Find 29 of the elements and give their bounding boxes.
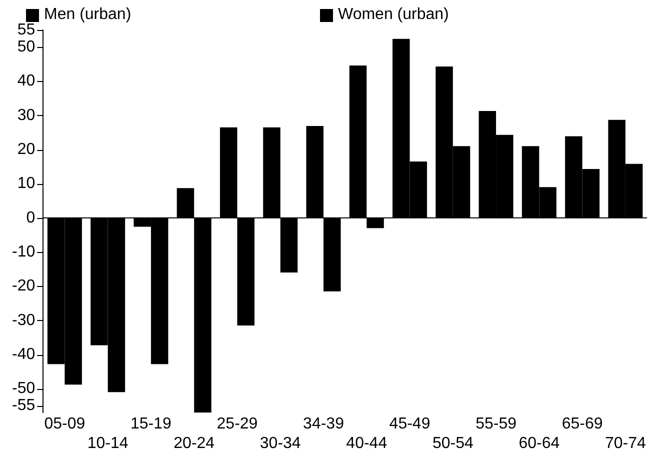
x-tick-label: 50-54	[432, 434, 474, 452]
x-tick-label: 70-74	[604, 434, 646, 452]
y-tick-label: 10	[17, 175, 36, 192]
y-tick-label: -55	[12, 397, 36, 414]
y-tick-label: -30	[12, 312, 36, 329]
y-tick-label: 30	[17, 106, 36, 124]
y-tick-label: 55	[17, 21, 36, 38]
y-tick-label: -40	[12, 346, 36, 363]
x-tick-label: 65-69	[562, 416, 603, 433]
legend-label: Women (urban)	[338, 6, 449, 24]
y-tick-label: 50	[17, 38, 36, 56]
x-tick-label: 15-19	[130, 416, 172, 433]
y-tick-label: 0	[26, 209, 36, 226]
x-tick-label: 45-49	[389, 416, 430, 433]
y-tick-label: -10	[12, 243, 36, 260]
y-tick-label: -50	[12, 380, 36, 398]
x-tick-label: 10-14	[87, 434, 128, 452]
x-tick-label: 60-64	[518, 434, 560, 452]
x-tick-label: 05-09	[44, 416, 86, 433]
legend-label: Men (urban)	[44, 6, 132, 24]
y-tick-label: -20	[12, 278, 36, 295]
x-tick-label: 20-24	[174, 434, 215, 452]
x-tick-label: 40-44	[346, 434, 388, 452]
y-tick-label: 20	[17, 140, 36, 158]
x-tick-label: 34-39	[303, 416, 344, 433]
y-tick-label: 40	[17, 72, 36, 90]
x-tick-label: 55-59	[476, 416, 517, 433]
x-tick-label: 30-34	[260, 434, 301, 452]
x-tick-label: 25-29	[216, 416, 258, 433]
